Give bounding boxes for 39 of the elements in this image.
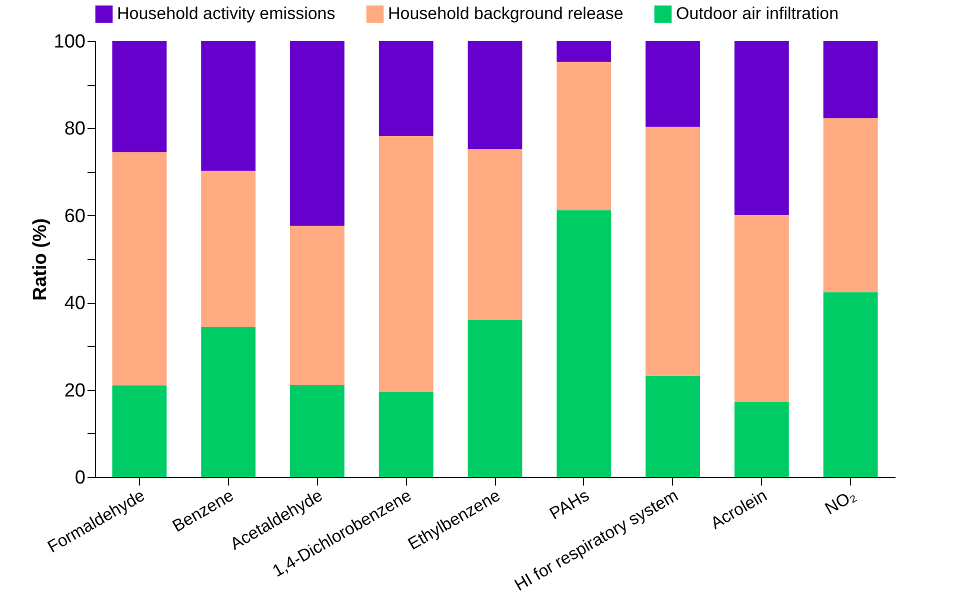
bar <box>823 41 878 118</box>
y-tick-label: 80 <box>64 118 86 140</box>
legend-label: Household background release <box>388 4 624 24</box>
x-tick-label: PAHs <box>546 486 592 524</box>
bar <box>556 41 612 62</box>
bar <box>468 149 522 320</box>
bar <box>290 385 344 477</box>
bar <box>112 41 167 152</box>
bar <box>290 41 344 226</box>
bar <box>823 292 878 477</box>
bar <box>112 385 167 477</box>
bar <box>378 41 434 136</box>
y-tick-label: 20 <box>64 380 86 402</box>
bar <box>378 136 434 392</box>
bar <box>556 62 612 210</box>
bar <box>201 327 256 477</box>
bar <box>734 214 789 402</box>
y-tick-label: 0 <box>74 468 86 488</box>
bar <box>734 402 789 477</box>
legend-label: Outdoor air infiltration <box>676 4 839 24</box>
bar <box>112 152 167 386</box>
bar <box>378 392 434 477</box>
legend-label: Household activity emissions <box>117 4 336 24</box>
bar <box>646 41 700 127</box>
bar <box>468 41 522 150</box>
bar <box>734 41 789 215</box>
bar <box>646 126 700 376</box>
bar <box>468 320 522 477</box>
bar <box>556 210 612 477</box>
y-tick-label: 40 <box>64 293 86 314</box>
bar <box>646 376 700 477</box>
bar <box>823 118 878 292</box>
bar <box>201 170 256 328</box>
x-tick-label: NO₂ <box>822 486 860 518</box>
y-tick-label: 60 <box>64 206 86 227</box>
bar <box>201 41 256 171</box>
bar <box>290 226 344 386</box>
y-tick-label: 100 <box>54 32 86 52</box>
y-axis-title: Ratio (%) <box>30 218 51 301</box>
